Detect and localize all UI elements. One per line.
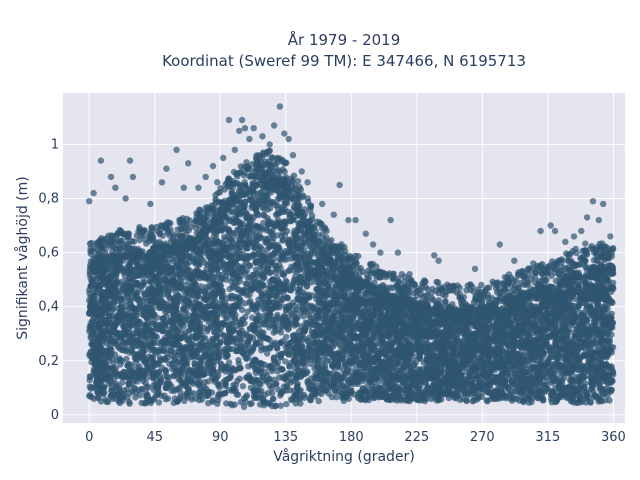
- data-point: [223, 400, 230, 407]
- data-point: [102, 396, 109, 403]
- data-point: [225, 359, 233, 366]
- chart-title: År 1979 - 2019: [288, 30, 401, 49]
- data-point: [248, 400, 255, 407]
- data-points: [86, 103, 617, 410]
- data-point: [119, 267, 127, 274]
- data-point: [123, 355, 130, 363]
- data-point: [279, 366, 286, 373]
- data-point: [246, 262, 253, 269]
- chart-subtitle: Koordinat (Sweref 99 TM): E 347466, N 61…: [162, 52, 526, 70]
